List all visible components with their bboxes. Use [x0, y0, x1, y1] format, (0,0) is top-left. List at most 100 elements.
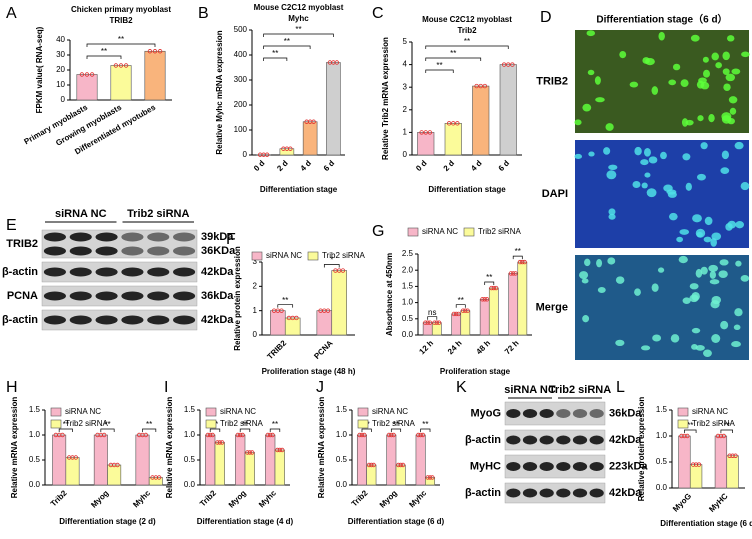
data-point — [123, 63, 129, 68]
nucleus — [641, 182, 648, 189]
data-point — [446, 121, 452, 126]
blot-band — [147, 291, 170, 301]
nucleus — [615, 276, 625, 284]
y-tick-label: 10 — [56, 80, 65, 89]
chart-title: Mouse C2C12 myoblast — [254, 3, 344, 12]
nucleus — [734, 141, 744, 150]
nucleus — [574, 119, 582, 126]
blot-band — [556, 462, 571, 471]
x-tick-label: 12 h — [417, 338, 435, 356]
data-point — [340, 268, 346, 273]
channel-label: Merge — [536, 301, 568, 313]
data-point — [275, 447, 280, 453]
x-axis-label: Differentiation stage — [260, 185, 338, 194]
data-point — [294, 315, 299, 321]
y-tick-label: 1 — [403, 128, 408, 137]
y-tick-label: 20 — [56, 65, 65, 74]
row-label: PCNA — [7, 290, 38, 302]
data-point — [240, 432, 245, 438]
bar — [135, 434, 150, 486]
y-tick-label: 200 — [234, 100, 248, 109]
blot-band — [173, 291, 196, 301]
nucleus — [695, 268, 703, 278]
nucleus — [725, 222, 733, 231]
chart-title: Mouse C2C12 myoblast — [422, 15, 512, 24]
nucleus — [582, 103, 592, 112]
nucleus — [689, 283, 699, 290]
nucleus — [670, 334, 680, 343]
data-point — [357, 432, 362, 438]
data-point — [391, 432, 396, 438]
nucleus — [733, 324, 741, 331]
data-point — [207, 432, 213, 438]
data-point — [489, 285, 494, 291]
data-point — [113, 63, 119, 68]
x-axis-label: Differentiation stage (4 d) — [197, 517, 294, 526]
x-axis-label: Differentiation stage (2 d) — [59, 517, 156, 526]
bar — [65, 457, 80, 486]
data-point — [482, 297, 487, 302]
chart-subtitle: Trib2 — [457, 26, 477, 35]
significance-bracket — [323, 264, 340, 268]
bar — [326, 62, 341, 156]
significance-bracket — [58, 428, 73, 432]
x-tick-label: 6 d — [322, 158, 337, 173]
bar — [714, 435, 728, 489]
data-point — [215, 440, 220, 445]
bar — [444, 123, 462, 156]
row-label: β-actin — [2, 266, 38, 278]
data-point — [386, 432, 392, 438]
y-axis-label: FPKM value( RNA-seq) — [35, 26, 44, 113]
bar — [366, 464, 377, 486]
y-tick-label: 300 — [234, 75, 248, 84]
blot-strip — [41, 285, 198, 307]
significance-bracket — [425, 57, 482, 61]
x-tick-label: Myog — [89, 488, 110, 509]
size-label: 39kDa — [201, 231, 234, 243]
x-tick-label: Myhc — [131, 488, 152, 509]
nucleus — [586, 30, 596, 37]
micrograph — [575, 30, 749, 133]
data-point — [682, 433, 687, 439]
x-tick-label: 2 d — [442, 158, 457, 173]
group-label: siRNA NC — [55, 208, 107, 220]
blot-band — [522, 488, 538, 498]
data-point — [425, 475, 430, 480]
bar — [279, 148, 295, 156]
panel-letter: B — [198, 5, 209, 22]
nucleus — [692, 214, 702, 223]
size-label: 42kDa — [201, 314, 234, 326]
data-point — [84, 72, 90, 77]
nucleus — [608, 208, 616, 216]
nucleus — [668, 79, 677, 86]
nucleus — [644, 172, 651, 178]
blot-band — [589, 409, 604, 418]
nucleus — [715, 62, 722, 69]
nucleus — [682, 297, 691, 304]
data-point — [693, 462, 699, 467]
y-tick-label: 0.0 — [336, 480, 348, 489]
nucleus — [710, 238, 717, 247]
nucleus — [640, 159, 649, 166]
legend-label: Trib2 siRNA — [220, 419, 263, 428]
nucleus — [596, 258, 603, 268]
bar — [386, 434, 397, 486]
y-axis-label: Relative protein expression — [233, 246, 242, 351]
y-tick-label: 0.0 — [184, 480, 196, 489]
nucleus — [640, 345, 651, 351]
blot-band — [572, 409, 588, 418]
data-point — [510, 271, 516, 276]
significance-bracket — [455, 304, 466, 308]
data-point — [679, 433, 684, 439]
nucleus — [603, 147, 611, 155]
nucleus — [697, 173, 706, 181]
bar — [689, 464, 703, 489]
significance-label: ** — [282, 296, 288, 305]
y-tick-label: 2 — [253, 281, 258, 290]
data-point — [430, 475, 435, 480]
significance-bracket — [361, 428, 372, 432]
data-point — [685, 433, 690, 439]
bar — [417, 132, 435, 156]
significance-label: ** — [118, 35, 124, 44]
nucleus — [708, 113, 715, 123]
